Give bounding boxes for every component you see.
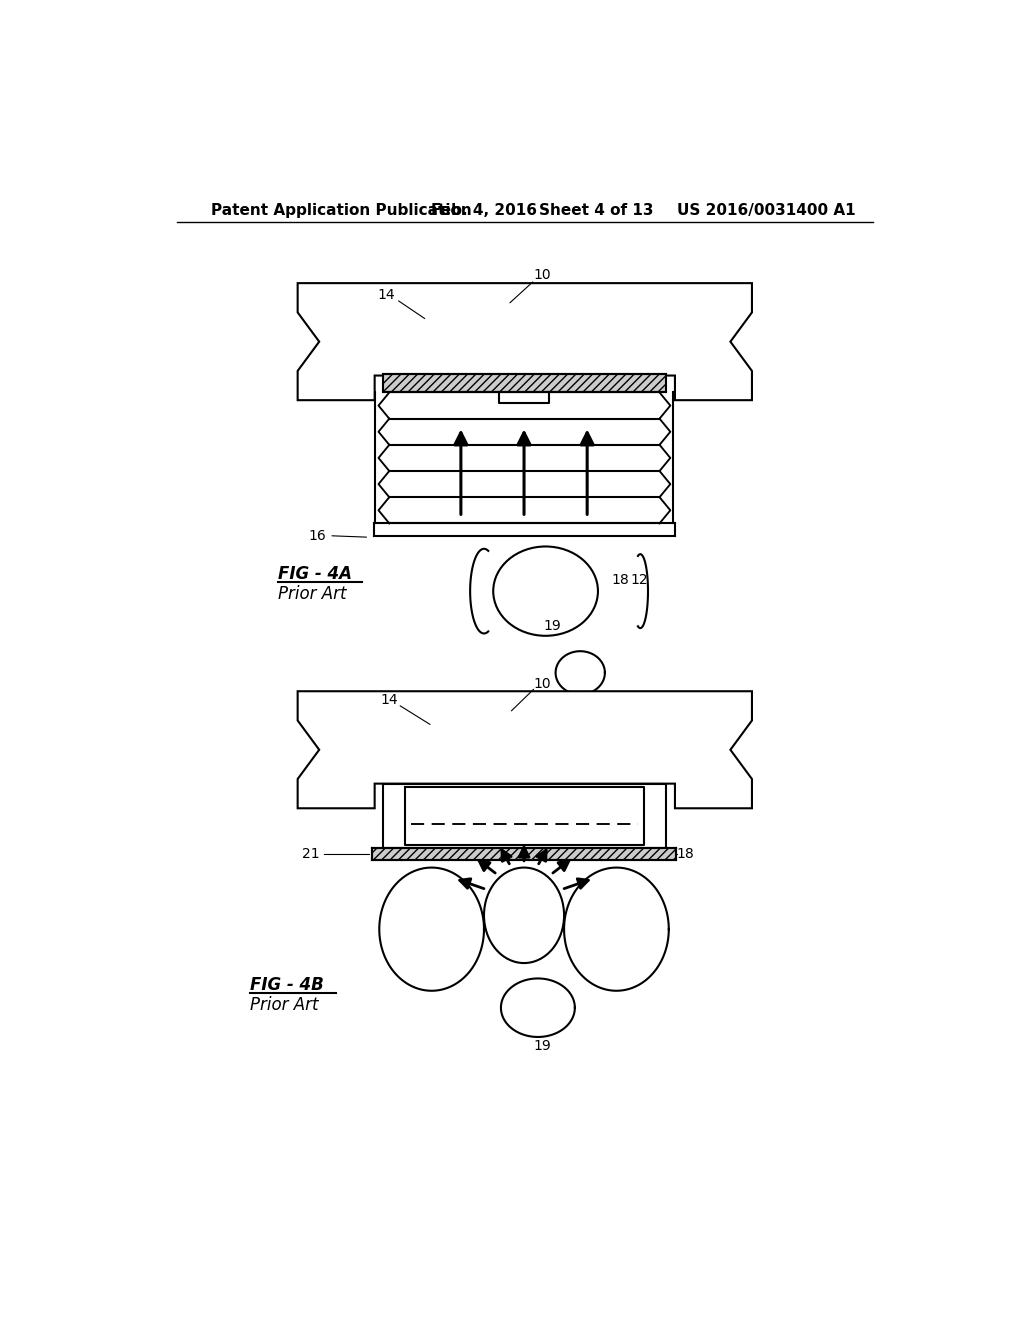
Text: Prior Art: Prior Art	[250, 997, 318, 1014]
Text: 14: 14	[381, 693, 398, 708]
Text: 12: 12	[630, 573, 647, 587]
Text: FIG - 4B: FIG - 4B	[250, 977, 324, 994]
Text: Feb. 4, 2016: Feb. 4, 2016	[431, 203, 537, 218]
Text: Sheet 4 of 13: Sheet 4 of 13	[539, 203, 653, 218]
Text: 10: 10	[534, 677, 551, 690]
Text: FIG - 4A: FIG - 4A	[279, 565, 352, 583]
Polygon shape	[383, 374, 666, 392]
Text: 18: 18	[611, 573, 629, 587]
Text: Patent Application Publication: Patent Application Publication	[211, 203, 472, 218]
Text: 19: 19	[534, 1039, 551, 1053]
Text: Prior Art: Prior Art	[279, 585, 347, 603]
Text: 10: 10	[534, 268, 551, 282]
Text: 16: 16	[308, 529, 326, 543]
Text: US 2016/0031400 A1: US 2016/0031400 A1	[677, 203, 856, 218]
Text: 19: 19	[544, 619, 561, 632]
Polygon shape	[298, 284, 752, 400]
Polygon shape	[373, 849, 677, 859]
Text: 18: 18	[676, 847, 694, 862]
Text: 14: 14	[378, 289, 395, 302]
Polygon shape	[298, 692, 752, 808]
Text: 21: 21	[302, 847, 319, 862]
